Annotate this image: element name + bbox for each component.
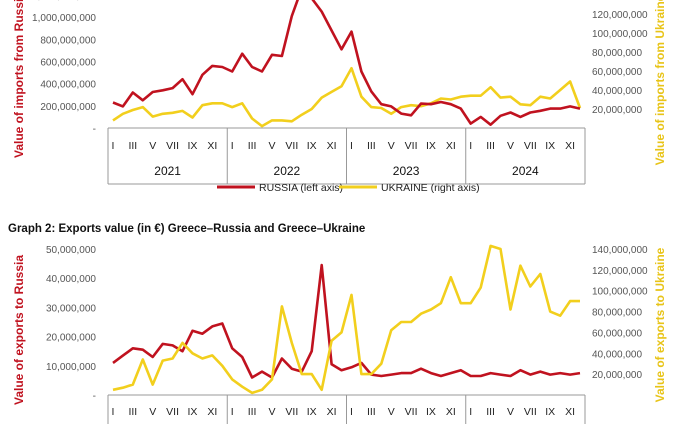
month-label: I — [231, 140, 234, 152]
month-label: IX — [307, 140, 317, 152]
left-tick-label: 400,000,000 — [40, 80, 96, 91]
month-label: III — [486, 140, 495, 152]
month-label: IX — [307, 406, 317, 418]
left-tick-label: 20,000,000 — [46, 333, 96, 344]
month-label: VII — [524, 406, 537, 418]
month-label: VII — [285, 140, 298, 152]
month-label: V — [507, 140, 514, 152]
month-label: V — [388, 406, 395, 418]
year-label: 2022 — [274, 164, 301, 178]
month-label: I — [469, 406, 472, 418]
series-line-russia — [112, 263, 581, 379]
right-tick-label: 60,000,000 — [592, 67, 642, 78]
series-line-ukraine — [112, 66, 582, 128]
month-label: V — [149, 140, 156, 152]
right-tick-label: 40,000,000 — [592, 349, 642, 360]
left-tick-label: 50,000,000 — [46, 245, 96, 256]
year-label: 2024 — [512, 164, 539, 178]
month-label: III — [367, 406, 376, 418]
left-tick-label: 800,000,000 — [40, 35, 96, 46]
month-label: XI — [446, 406, 456, 418]
chart1-right-axis-title: Value of imports from Ukraine — [653, 0, 667, 165]
month-label: I — [350, 406, 353, 418]
month-label: V — [388, 140, 395, 152]
year-label: 2021 — [154, 164, 181, 178]
series-line-ukraine — [112, 244, 580, 395]
month-label: XI — [327, 140, 337, 152]
left-tick-label: - — [93, 124, 96, 135]
right-tick-label: 20,000,000 — [592, 105, 642, 116]
month-label: XI — [207, 140, 217, 152]
month-label: III — [486, 406, 495, 418]
right-tick-label: 100,000,000 — [592, 29, 648, 40]
month-label: XI — [565, 406, 575, 418]
month-label: V — [507, 406, 514, 418]
right-tick-label: 80,000,000 — [592, 48, 642, 59]
left-tick-label: 1,000,000,000 — [32, 13, 96, 24]
month-label: IX — [188, 406, 198, 418]
left-tick-label: 200,000,000 — [40, 102, 96, 113]
month-label: III — [367, 140, 376, 152]
month-label: XI — [446, 140, 456, 152]
month-label: V — [268, 406, 275, 418]
left-tick-label: 10,000,000 — [46, 362, 96, 373]
month-label: I — [350, 140, 353, 152]
month-label: VII — [405, 140, 418, 152]
month-label: VII — [524, 140, 537, 152]
month-label: I — [231, 406, 234, 418]
imports-chart: - 200,000,000 400,000,000 600,000,000 800,00… — [32, 0, 648, 185]
left-tick-label: 30,000,000 — [46, 303, 96, 314]
month-label: IX — [188, 140, 198, 152]
month-label: I — [112, 406, 115, 418]
chart2-left-axis-title: Value of exports to Russia — [12, 255, 26, 405]
legend: RUSSIA (left axis) UKRAINE (right axis) — [217, 182, 480, 194]
chart1-left-axis-title: Value of imports from Russia — [12, 0, 26, 158]
month-label: VII — [166, 140, 179, 152]
month-label: III — [248, 140, 257, 152]
month-label: VII — [405, 406, 418, 418]
graph2-title: Graph 2: Exports value (in €) Greece–Rus… — [8, 223, 365, 235]
month-label: III — [128, 406, 137, 418]
month-label: IX — [426, 406, 436, 418]
left-tick-label: 600,000,000 — [40, 58, 96, 69]
month-label: III — [128, 140, 137, 152]
month-label: XI — [327, 406, 337, 418]
chart2-right-axis-title: Value of exports to Ukraine — [653, 247, 667, 402]
month-label: XI — [565, 140, 575, 152]
year-label: 2023 — [393, 164, 420, 178]
legend-label-russia: RUSSIA (left axis) — [259, 182, 343, 194]
right-tick-label: 40,000,000 — [592, 86, 642, 97]
right-tick-label: 120,000,000 — [592, 10, 648, 21]
month-label: IX — [426, 140, 436, 152]
month-label: I — [469, 140, 472, 152]
right-tick-label: 80,000,000 — [592, 308, 642, 319]
month-label: V — [268, 140, 275, 152]
right-tick-label: 60,000,000 — [592, 328, 642, 339]
right-tick-label: 120,000,000 — [592, 266, 648, 277]
exports-chart: - 10,000,000 20,000,000 30,000,000 40,000,00… — [46, 244, 648, 424]
series-line-russia — [112, 0, 581, 126]
left-tick-label: 1,200,000,000 — [32, 0, 96, 2]
month-label: III — [248, 406, 257, 418]
month-label: XI — [207, 406, 217, 418]
right-tick-label: 140,000,000 — [592, 245, 648, 256]
left-tick-label: 40,000,000 — [46, 274, 96, 285]
month-label: VII — [285, 406, 298, 418]
month-label: V — [149, 406, 156, 418]
right-tick-label: 20,000,000 — [592, 370, 642, 381]
left-tick-label: - — [93, 391, 96, 402]
month-label: IX — [545, 406, 555, 418]
right-tick-label: 100,000,000 — [592, 287, 648, 298]
month-label: I — [112, 140, 115, 152]
month-label: IX — [545, 140, 555, 152]
legend-label-ukraine: UKRAINE (right axis) — [381, 182, 480, 194]
month-label: VII — [166, 406, 179, 418]
